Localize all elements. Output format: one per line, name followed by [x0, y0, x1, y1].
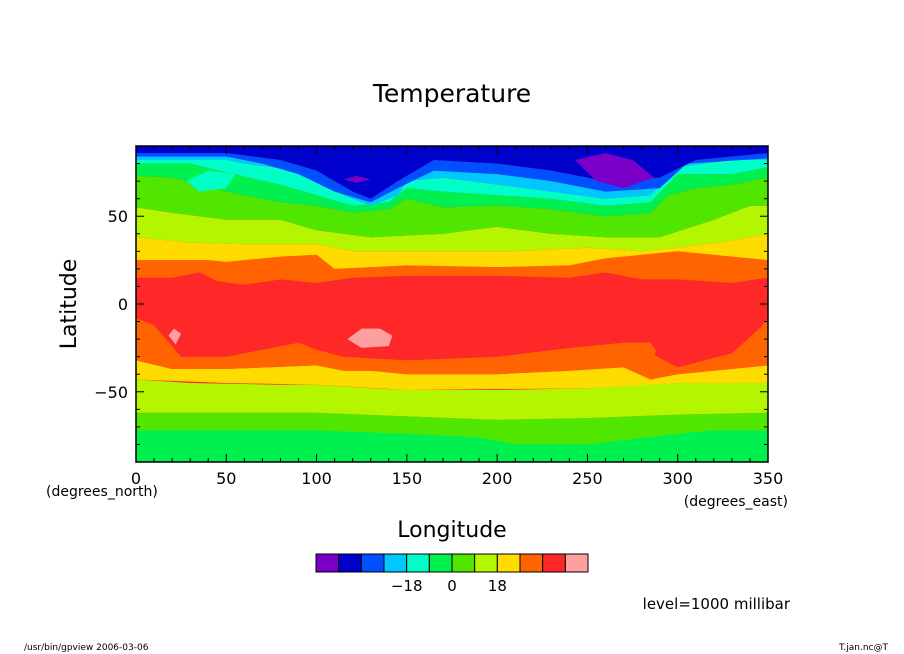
- colorbar-tick-label-0: −18: [391, 577, 423, 595]
- colorbar-swatch-1: [338, 553, 362, 573]
- colorbar: −18 0 18: [315, 553, 589, 595]
- footer-right: T.jan.nc@T: [838, 643, 889, 653]
- contour-band-1: [136, 430, 768, 462]
- contour-band-19: [574, 153, 655, 189]
- colorbar-swatch-10: [542, 553, 566, 573]
- chart-title: Temperature: [372, 79, 531, 108]
- y-axis-unit: (degrees_north): [46, 484, 158, 500]
- contour-band-10: [136, 233, 768, 269]
- contour-band-12: [136, 175, 768, 238]
- contour-band-20: [343, 175, 371, 183]
- footer-left: /usr/bin/gpview 2006-03-06: [24, 643, 149, 653]
- contour-band-11: [136, 205, 768, 252]
- contour-band-13: [136, 163, 768, 217]
- contour-band-17: [186, 170, 236, 192]
- colorbar-swatch-11: [564, 553, 589, 573]
- colorbar-tick-label-2: 18: [488, 577, 507, 595]
- x-tick-label-300: 300: [662, 469, 693, 488]
- colorbar-swatch-8: [496, 553, 521, 573]
- level-label: level=1000 millibar: [643, 595, 791, 613]
- colorbar-tick-label-1: 0: [447, 577, 457, 595]
- x-tick-label-150: 150: [392, 469, 423, 488]
- colorbar-swatch-2: [360, 553, 385, 573]
- colorbar-swatch-6: [451, 553, 476, 573]
- x-tick-label-250: 250: [572, 469, 603, 488]
- x-tick-label-100: 100: [301, 469, 332, 488]
- x-axis-label: Longitude: [397, 518, 506, 543]
- y-tick-label-1: 0: [118, 295, 128, 314]
- x-tick-label-200: 200: [482, 469, 513, 488]
- x-tick-label-0: 0: [131, 469, 141, 488]
- colorbar-swatch-3: [383, 553, 408, 573]
- y-tick-label-0: 50: [108, 207, 128, 226]
- contour-band-9: [136, 251, 768, 285]
- y-tick-label-2: −50: [94, 383, 128, 402]
- contour-band-7: [168, 328, 182, 345]
- colorbar-swatch-5: [428, 553, 453, 573]
- colorbar-swatch-4: [406, 553, 430, 573]
- contour-band-4: [136, 318, 768, 380]
- contour-band-3: [136, 360, 768, 390]
- contour-band-15: [136, 156, 768, 206]
- x-axis: 0 50 100 150 200 250 300 350: [131, 146, 783, 488]
- contour-band-2: [136, 379, 768, 420]
- y-axis-label: Latitude: [57, 259, 82, 350]
- colorbar-swatch-9: [519, 553, 544, 573]
- colorbar-swatch-0: [315, 553, 340, 573]
- contour-band-8: [347, 328, 393, 348]
- contour-bands: [136, 146, 768, 462]
- x-axis-unit: (degrees_east): [684, 494, 788, 510]
- x-tick-label-350: 350: [753, 469, 784, 488]
- x-tick-label-50: 50: [216, 469, 236, 488]
- contour-band-16: [136, 153, 768, 203]
- colorbar-swatch-7: [474, 553, 498, 573]
- contour-band-6: [136, 272, 768, 368]
- y-axis: 50 0 −50: [94, 163, 768, 445]
